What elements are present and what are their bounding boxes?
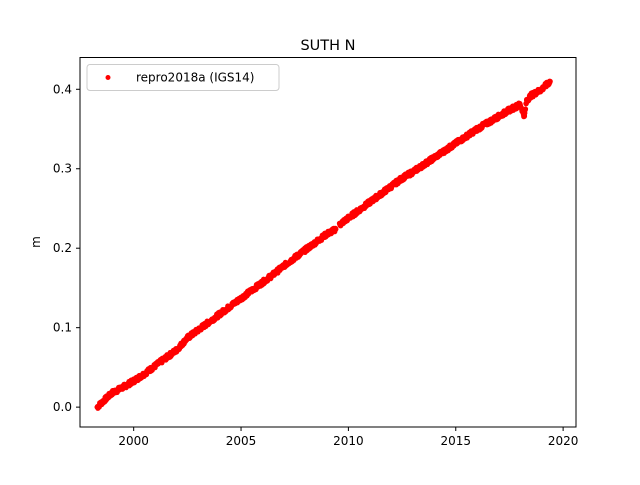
data-point <box>463 133 470 139</box>
data-point <box>524 97 530 104</box>
data-point <box>521 113 528 119</box>
data-point <box>141 371 148 377</box>
data-point <box>152 363 158 369</box>
data-point <box>324 231 330 237</box>
data-point <box>410 169 416 175</box>
data-point <box>528 93 534 99</box>
data-point <box>474 126 480 132</box>
data-point <box>120 384 126 390</box>
data-point <box>313 239 319 245</box>
x-tick-label: 2000 <box>118 434 149 448</box>
data-point <box>356 207 362 213</box>
data-point <box>109 390 115 396</box>
data-point <box>249 287 255 293</box>
data-point <box>195 327 201 333</box>
legend-marker <box>105 75 111 80</box>
data-point <box>101 398 107 404</box>
data-point <box>431 155 437 161</box>
y-tick-label: 0.0 <box>53 400 72 414</box>
y-tick-label: 0.1 <box>53 321 72 335</box>
x-axis: 2000 2005 2010 2015 2020 <box>118 427 578 448</box>
y-axis: 0.0 0.1 0.2 0.3 0.4 <box>53 82 80 414</box>
data-point <box>496 113 502 119</box>
data-point <box>388 183 394 189</box>
data-point <box>442 147 448 154</box>
chart-title: SUTH N <box>300 38 355 54</box>
y-tick-label: 0.3 <box>53 162 72 176</box>
data-point <box>94 404 100 410</box>
data-point <box>270 271 276 278</box>
data-point <box>339 220 345 226</box>
data-point <box>522 106 529 112</box>
data-point <box>281 263 287 269</box>
data-point <box>378 191 384 197</box>
y-tick-label: 0.2 <box>53 241 72 255</box>
legend: repro2018a (IGS14) <box>86 64 280 91</box>
data-point <box>517 101 523 107</box>
data-point <box>453 140 459 146</box>
data-point <box>539 86 545 92</box>
data-point <box>227 303 233 309</box>
data-point <box>506 107 513 113</box>
legend-box <box>86 64 280 91</box>
y-tick-label: 0.4 <box>53 82 72 96</box>
data-point <box>399 175 405 181</box>
data-point <box>238 295 244 301</box>
x-tick-label: 2010 <box>333 434 364 448</box>
data-point <box>131 378 137 384</box>
x-tick-label: 2015 <box>440 434 471 448</box>
data-point <box>206 319 212 325</box>
data-point <box>292 255 298 261</box>
data-point <box>302 247 309 253</box>
plot-frame <box>79 57 577 428</box>
data-points <box>94 78 553 411</box>
x-tick-label: 2005 <box>226 434 257 448</box>
data-point <box>259 279 266 285</box>
data-point <box>184 335 190 341</box>
data-point <box>330 228 336 234</box>
data-point <box>367 199 373 205</box>
data-point <box>163 355 169 361</box>
data-point <box>174 347 180 353</box>
data-point <box>547 78 553 84</box>
data-point <box>345 215 351 221</box>
y-axis-label: m <box>29 236 43 248</box>
data-point <box>485 120 491 126</box>
x-tick-label: 2020 <box>548 434 579 448</box>
data-point <box>420 162 427 168</box>
legend-label: repro2018a (IGS14) <box>136 71 254 85</box>
data-point <box>216 311 223 317</box>
